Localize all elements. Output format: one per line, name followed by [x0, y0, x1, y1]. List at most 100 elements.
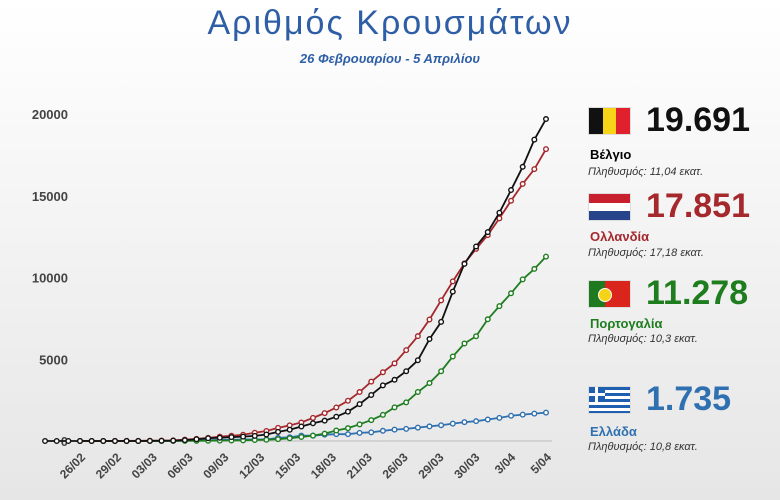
data-point [543, 253, 550, 260]
data-point [53, 438, 60, 445]
data-point [426, 423, 433, 430]
data-point [275, 428, 282, 435]
data-point [298, 423, 305, 430]
data-point [473, 418, 480, 425]
x-tick-label: 09/03 [200, 450, 231, 481]
data-point [449, 278, 456, 285]
data-point [426, 380, 433, 387]
belgium-flag-icon [588, 107, 631, 135]
data-point [496, 303, 503, 310]
data-point [438, 318, 445, 325]
legend-country: Βέλγιο [590, 147, 632, 162]
data-point [414, 333, 421, 340]
data-point [531, 136, 538, 143]
data-point [379, 411, 386, 418]
data-point [484, 316, 491, 323]
data-point [543, 116, 550, 123]
data-point [76, 438, 83, 445]
netherlands-flag-icon [588, 193, 631, 221]
x-tick-label: 29/03 [415, 450, 446, 481]
data-point [228, 434, 235, 441]
x-tick-label: 29/02 [93, 450, 124, 481]
data-point [310, 420, 317, 427]
x-tick-label: 30/03 [451, 450, 482, 481]
data-point [473, 333, 480, 340]
x-tick-label: 06/03 [165, 450, 196, 481]
chart-title: Αριθμός Κρουσμάτων [207, 4, 573, 42]
data-point [356, 389, 363, 396]
data-point [414, 389, 421, 396]
data-point [286, 435, 293, 442]
data-point [298, 433, 305, 440]
data-point [344, 408, 351, 415]
data-point [321, 417, 328, 424]
data-point [508, 290, 515, 297]
legend-population: Πληθυσμός: 10,3 εκατ. [588, 333, 698, 345]
x-tick-label: 26/02 [57, 450, 88, 481]
data-point [170, 437, 177, 444]
x-tick-label: 18/03 [308, 450, 339, 481]
x-tick-label: 15/03 [272, 450, 303, 481]
data-point [426, 336, 433, 343]
data-point [310, 432, 317, 439]
data-point [286, 426, 293, 433]
data-point [344, 425, 351, 432]
data-point [379, 369, 386, 376]
data-point [403, 368, 410, 375]
data-point [531, 265, 538, 272]
data-point [438, 368, 445, 375]
y-tick-label: 20000 [32, 107, 68, 122]
data-point [368, 429, 375, 436]
data-point [356, 401, 363, 408]
data-point [42, 438, 49, 445]
data-point [496, 215, 503, 222]
data-point [508, 412, 515, 419]
data-point [449, 288, 456, 295]
data-point [344, 397, 351, 404]
legend-population: Πληθυσμός: 17,18 εκατ. [588, 247, 704, 259]
data-point [181, 437, 188, 444]
data-point [438, 422, 445, 429]
data-point [461, 340, 468, 347]
data-point [88, 438, 95, 445]
data-point [414, 357, 421, 364]
data-point [403, 425, 410, 432]
data-point [100, 438, 107, 445]
data-point [519, 163, 526, 170]
data-point [344, 431, 351, 438]
data-point [484, 416, 491, 423]
data-point [158, 437, 165, 444]
data-point [473, 243, 480, 250]
x-tick-label: 03/03 [129, 450, 160, 481]
data-point [146, 437, 153, 444]
data-point [438, 297, 445, 304]
data-point [240, 433, 247, 440]
data-point [368, 391, 375, 398]
data-point [333, 427, 340, 434]
data-point [321, 410, 328, 417]
portugal-flag-icon [588, 280, 631, 308]
data-point [251, 432, 258, 439]
data-point [356, 429, 363, 436]
data-point [543, 409, 550, 416]
data-point [531, 410, 538, 417]
x-tick-label: 21/03 [344, 450, 375, 481]
data-point [263, 436, 270, 443]
data-point [519, 180, 526, 187]
x-tick-label: 5/04 [528, 450, 555, 477]
data-point [379, 427, 386, 434]
data-point [508, 187, 515, 194]
x-tick-label: 3/04 [492, 450, 519, 477]
data-point [496, 414, 503, 421]
data-point [65, 438, 72, 445]
legend-value: 11.278 [646, 274, 749, 312]
legend-value: 17.851 [646, 187, 750, 225]
data-point [356, 421, 363, 428]
data-point [391, 426, 398, 433]
data-point [519, 276, 526, 283]
data-point [368, 417, 375, 424]
data-point [461, 419, 468, 426]
data-point [403, 399, 410, 406]
data-point [531, 166, 538, 173]
series-line [45, 118, 547, 442]
